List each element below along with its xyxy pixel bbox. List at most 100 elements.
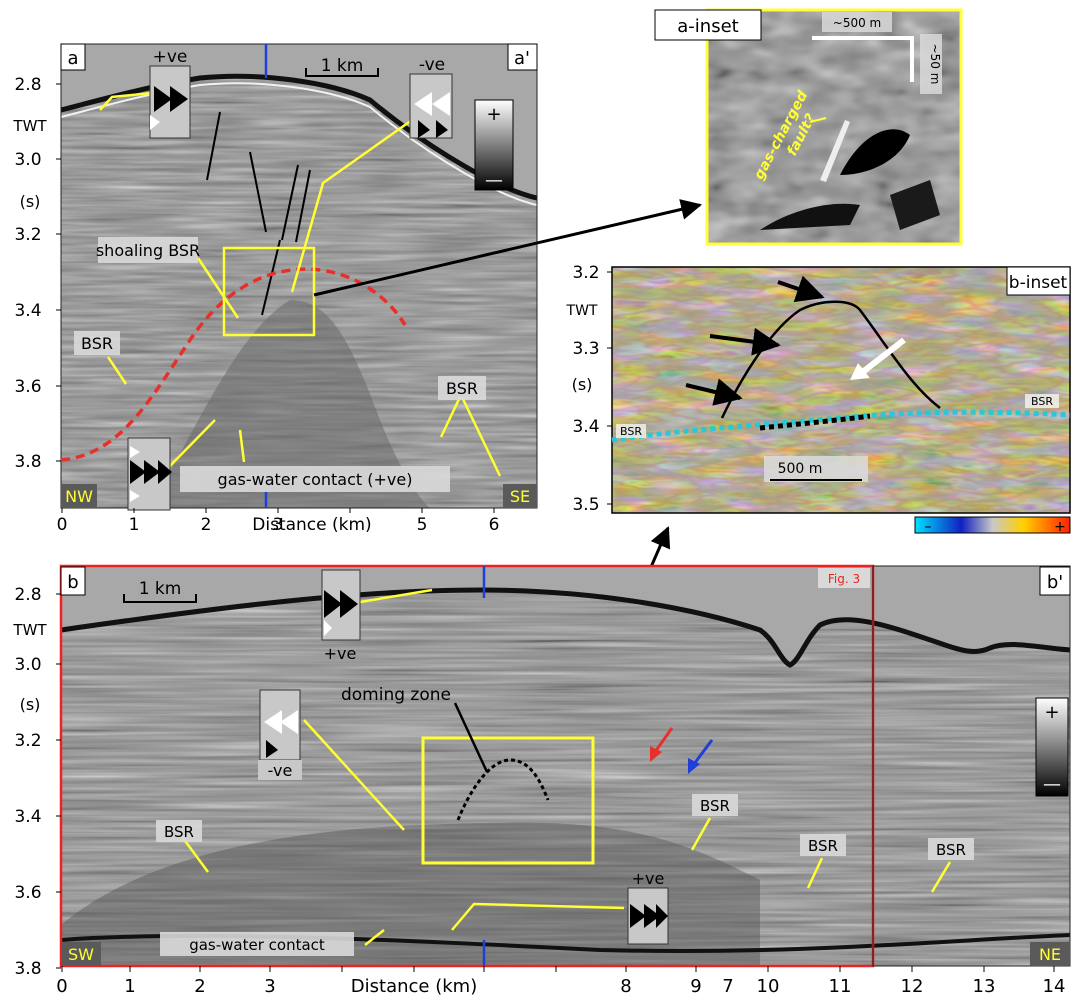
svg-text:3.0: 3.0 — [14, 655, 41, 675]
panel-b-gwc-wavelet-icon — [627, 887, 669, 945]
svg-text:9: 9 — [690, 976, 701, 997]
svg-text:0: 0 — [56, 976, 67, 997]
svg-text:3.2: 3.2 — [14, 731, 41, 751]
panel-a-bsr-dashed — [60, 267, 407, 462]
svg-text:3.4: 3.4 — [14, 807, 41, 827]
svg-text:(s): (s) — [20, 695, 41, 714]
panel-a-seafloor — [61, 73, 537, 201]
red-arrow — [653, 727, 674, 753]
svg-text:—: — — [485, 170, 503, 191]
b-inset-dome-outline — [720, 300, 941, 419]
panel-b: + — 1 km b b' Fig. 3 +ve -ve +ve doming … — [12, 564, 1071, 997]
fig-ref-label: Fig. 3 — [828, 572, 860, 586]
panel-b-bsr-label-1: BSR — [164, 823, 194, 841]
b-inset-arrows — [685, 275, 825, 406]
panel-a-x-title: Distance (km) — [252, 515, 371, 535]
svg-text:12: 12 — [901, 976, 924, 997]
panel-b-neg-polarity-label: -ve — [268, 761, 293, 780]
svg-text:3.8: 3.8 — [14, 959, 41, 979]
a-inset-frame — [705, 8, 963, 246]
svg-text:TWT: TWT — [566, 303, 598, 319]
svg-text:7: 7 — [722, 976, 733, 997]
svg-text:(s): (s) — [572, 375, 593, 394]
panel-a-nw-label: NW — [65, 487, 93, 506]
panel-a-bsr-right-label: BSR — [446, 379, 478, 398]
panel-a-label: a — [67, 48, 78, 69]
panel-b-pos-polarity-label: +ve — [324, 644, 357, 663]
svg-text:–: – — [925, 519, 932, 535]
panel-a-se-label: SE — [510, 487, 530, 506]
svg-text:~500 m: ~500 m — [833, 16, 881, 30]
svg-text:1: 1 — [124, 976, 135, 997]
svg-text:2.8: 2.8 — [14, 585, 41, 605]
b-inset-label: b-inset — [1009, 273, 1068, 293]
svg-text:3.5: 3.5 — [572, 495, 599, 515]
panel-b-chaotic-zone — [61, 822, 760, 966]
svg-text:1: 1 — [129, 515, 140, 535]
panel-b-gwc-label: gas-water contact — [189, 936, 325, 954]
svg-text:~50 m: ~50 m — [928, 44, 942, 85]
panel-a-to-inset-arrow — [313, 199, 703, 297]
panel-b-x-title: Distance (km) — [351, 976, 477, 997]
panel-a-pos-polarity-label: +ve — [153, 47, 188, 67]
svg-text:3.0: 3.0 — [14, 150, 41, 170]
b-inset-bsr-left-label: BSR — [620, 425, 642, 438]
panel-a-zoom-box — [222, 246, 316, 337]
b-inset-colorbar: – + — [914, 516, 1071, 535]
svg-text:5: 5 — [417, 515, 428, 535]
negative-polarity-wavelet-icon — [409, 73, 453, 139]
svg-text:3: 3 — [273, 515, 284, 535]
panel-a-x-axis: 0 1 2 3 5 6 Distance (km) — [57, 508, 499, 535]
panel-b-water-column — [61, 566, 1070, 665]
panel-b-amplitude-colorbar: + — — [1035, 697, 1069, 797]
panel-a-scale-bar: 1 km — [305, 56, 379, 77]
svg-text:+: + — [486, 104, 501, 125]
svg-text:500 m: 500 m — [778, 461, 823, 477]
svg-text:1 km: 1 km — [321, 56, 364, 76]
svg-text:2: 2 — [194, 976, 205, 997]
panel-b-negative-wavelet-icon — [259, 689, 301, 761]
b-inset-scale-bar: 500 m — [764, 456, 868, 482]
panel-b-y-axis: 2.8 TWT 3.0 (s) 3.2 3.4 3.6 3.8 — [12, 585, 61, 979]
panel-b-sw-label: SW — [68, 945, 94, 964]
panel-a-frame — [60, 43, 538, 509]
b-inset: BSR BSR 500 m b-inset – + 3.2 TWT 3.3 (s… — [566, 263, 1071, 535]
panel-a-end-label: a' — [514, 48, 530, 69]
svg-text:3.8: 3.8 — [14, 452, 41, 472]
panel-b-bsr-label-4: BSR — [936, 841, 966, 859]
svg-text:8: 8 — [620, 976, 631, 997]
svg-text:0: 0 — [57, 515, 68, 535]
blue-arrow — [692, 739, 714, 765]
svg-text:13: 13 — [973, 976, 996, 997]
svg-text:3.3: 3.3 — [572, 339, 599, 359]
panel-b-end-label: b' — [1047, 572, 1063, 593]
svg-text:(s): (s) — [20, 192, 41, 211]
svg-text:+: + — [1054, 519, 1066, 535]
svg-text:3.6: 3.6 — [14, 377, 41, 397]
svg-text:3.4: 3.4 — [14, 301, 41, 321]
a-inset-label: a-inset — [677, 16, 738, 37]
panel-a-amplitude-colorbar: + — — [474, 99, 514, 191]
panel-a-chaotic-zone — [150, 300, 430, 508]
svg-text:+: + — [1044, 702, 1059, 723]
panel-b-x-axis: 0 1 2 3 Distance (km) 8 9 7 10 11 12 13 … — [56, 966, 1065, 997]
panel-b-ne-label: NE — [1039, 945, 1061, 964]
svg-text:14: 14 — [1043, 976, 1066, 997]
panel-a-gwc-label: gas-water contact (+ve) — [218, 470, 413, 489]
svg-text:11: 11 — [829, 976, 852, 997]
panel-b-label: b — [67, 572, 78, 593]
b-inset-bsr-right-label: BSR — [1031, 395, 1053, 408]
a-inset: a-inset ~500 m ~50 m gas-charged fault? — [654, 8, 963, 246]
panel-a: + — 1 km a a' +ve -ve shoaling BSR BSR B… — [12, 43, 703, 535]
svg-text:3.2: 3.2 — [572, 263, 599, 283]
gwc-polarity-wavelet-icon — [127, 437, 172, 511]
panel-a-neg-polarity-label: -ve — [419, 55, 445, 75]
shoaling-bsr-label: shoaling BSR — [96, 241, 200, 260]
b-inset-y-axis: 3.2 TWT 3.3 (s) 3.4 3.5 — [566, 263, 612, 515]
panel-b-bsr-label-3: BSR — [808, 837, 838, 855]
panel-b-positive-wavelet-icon — [321, 569, 361, 641]
svg-text:1 km: 1 km — [139, 579, 182, 599]
svg-text:10: 10 — [757, 976, 780, 997]
svg-text:3: 3 — [264, 976, 275, 997]
panel-b-zoom-box — [421, 736, 595, 865]
